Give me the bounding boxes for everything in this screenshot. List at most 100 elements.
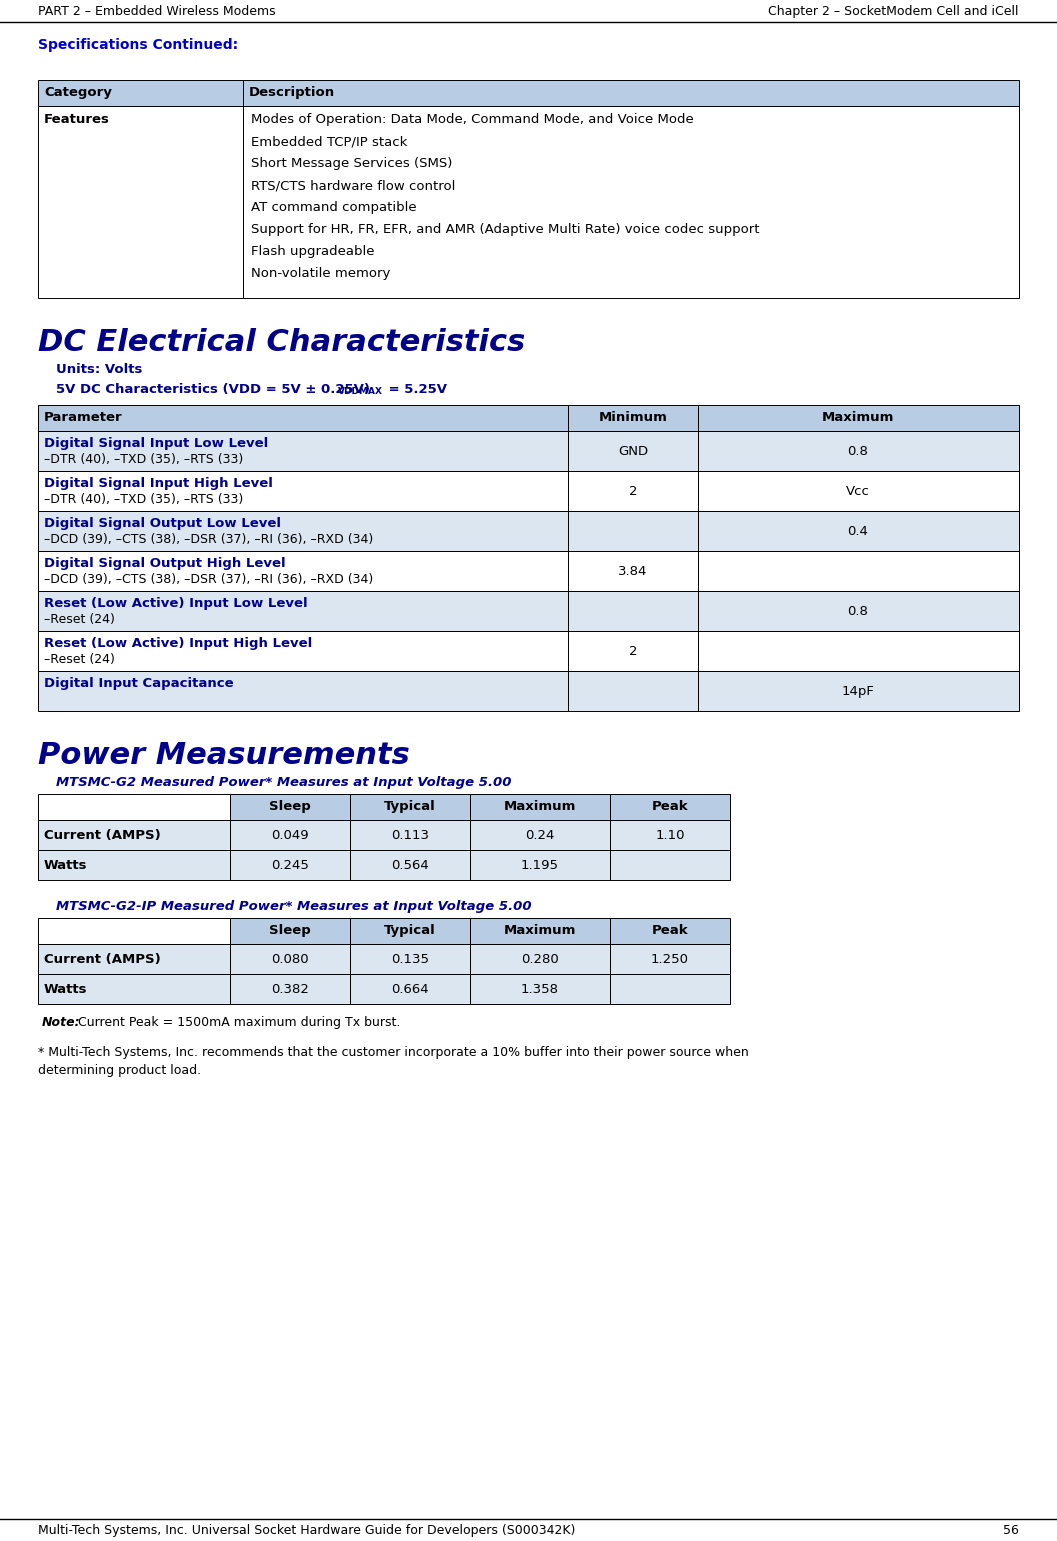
Bar bbox=[568, 592, 698, 630]
Bar bbox=[38, 431, 568, 472]
Text: 1.10: 1.10 bbox=[655, 829, 685, 841]
Text: Minimum: Minimum bbox=[598, 411, 667, 424]
Text: Flash upgradeable: Flash upgradeable bbox=[251, 245, 374, 257]
Text: Digital Signal Output High Level: Digital Signal Output High Level bbox=[44, 556, 285, 570]
Text: 0.049: 0.049 bbox=[272, 829, 309, 841]
Text: VDDMAX: VDDMAX bbox=[338, 387, 383, 396]
Text: 0.8: 0.8 bbox=[848, 604, 869, 618]
Text: Features: Features bbox=[44, 112, 110, 126]
Bar bbox=[243, 80, 1019, 106]
Bar bbox=[610, 820, 730, 851]
Text: 0.135: 0.135 bbox=[391, 952, 429, 966]
Bar bbox=[470, 945, 610, 974]
Text: 0.24: 0.24 bbox=[525, 829, 555, 841]
Text: 1.195: 1.195 bbox=[521, 858, 559, 872]
Text: GND: GND bbox=[618, 444, 648, 458]
Text: 0.564: 0.564 bbox=[391, 858, 429, 872]
Text: Digital Signal Input Low Level: Digital Signal Input Low Level bbox=[44, 438, 268, 450]
Bar bbox=[230, 851, 350, 880]
Bar bbox=[350, 945, 470, 974]
Text: DC Electrical Characteristics: DC Electrical Characteristics bbox=[38, 328, 525, 358]
Bar bbox=[38, 630, 568, 670]
Text: 0.113: 0.113 bbox=[391, 829, 429, 841]
Text: 5V DC Characteristics (VDD = 5V ± 0.25V): 5V DC Characteristics (VDD = 5V ± 0.25V) bbox=[56, 384, 370, 396]
Bar bbox=[38, 974, 230, 1005]
Text: Current (AMPS): Current (AMPS) bbox=[44, 952, 161, 966]
Bar bbox=[568, 431, 698, 472]
Text: 56: 56 bbox=[1003, 1524, 1019, 1536]
Bar bbox=[470, 974, 610, 1005]
Text: Maximum: Maximum bbox=[504, 925, 576, 937]
Text: 1.250: 1.250 bbox=[651, 952, 689, 966]
Text: Units: Volts: Units: Volts bbox=[56, 364, 143, 376]
Text: Parameter: Parameter bbox=[44, 411, 123, 424]
Text: Current Peak = 1500mA maximum during Tx burst.: Current Peak = 1500mA maximum during Tx … bbox=[74, 1016, 401, 1029]
Bar bbox=[230, 945, 350, 974]
Text: –DTR (40), –TXD (35), –RTS (33): –DTR (40), –TXD (35), –RTS (33) bbox=[44, 493, 243, 505]
Bar bbox=[470, 851, 610, 880]
Text: Watts: Watts bbox=[44, 983, 88, 995]
Text: 0.080: 0.080 bbox=[272, 952, 309, 966]
Bar bbox=[350, 794, 470, 820]
Bar bbox=[568, 472, 698, 512]
Text: 0.280: 0.280 bbox=[521, 952, 559, 966]
Bar bbox=[350, 851, 470, 880]
Text: Peak: Peak bbox=[652, 925, 688, 937]
Bar bbox=[568, 552, 698, 592]
Bar bbox=[38, 552, 568, 592]
Bar bbox=[698, 630, 1019, 670]
Bar bbox=[610, 794, 730, 820]
Bar bbox=[230, 974, 350, 1005]
Text: Multi-Tech Systems, Inc. Universal Socket Hardware Guide for Developers (S000342: Multi-Tech Systems, Inc. Universal Socke… bbox=[38, 1524, 575, 1536]
Bar bbox=[698, 405, 1019, 431]
Bar bbox=[38, 851, 230, 880]
Text: Digital Signal Output Low Level: Digital Signal Output Low Level bbox=[44, 516, 281, 530]
Text: PART 2 – Embedded Wireless Modems: PART 2 – Embedded Wireless Modems bbox=[38, 5, 276, 18]
Text: 2: 2 bbox=[629, 644, 637, 658]
Bar bbox=[698, 431, 1019, 472]
Text: Reset (Low Active) Input Low Level: Reset (Low Active) Input Low Level bbox=[44, 596, 308, 610]
Text: * Multi-Tech Systems, Inc. recommends that the customer incorporate a 10% buffer: * Multi-Tech Systems, Inc. recommends th… bbox=[38, 1046, 748, 1059]
Text: Sleep: Sleep bbox=[270, 800, 311, 814]
Bar bbox=[230, 794, 350, 820]
Text: Maximum: Maximum bbox=[821, 411, 894, 424]
Bar bbox=[568, 512, 698, 552]
Text: 14pF: 14pF bbox=[841, 684, 874, 698]
Bar bbox=[38, 820, 230, 851]
Bar bbox=[38, 512, 568, 552]
Bar bbox=[698, 670, 1019, 710]
Text: 0.664: 0.664 bbox=[391, 983, 429, 995]
Text: Typical: Typical bbox=[384, 800, 435, 814]
Bar bbox=[38, 80, 243, 106]
Bar bbox=[568, 670, 698, 710]
Text: Peak: Peak bbox=[652, 800, 688, 814]
Text: Chapter 2 – SocketModem Cell and iCell: Chapter 2 – SocketModem Cell and iCell bbox=[768, 5, 1019, 18]
Bar bbox=[230, 918, 350, 945]
Bar bbox=[610, 851, 730, 880]
Text: determining product load.: determining product load. bbox=[38, 1063, 201, 1077]
Text: MTSMC-G2-IP Measured Power* Measures at Input Voltage 5.00: MTSMC-G2-IP Measured Power* Measures at … bbox=[56, 900, 532, 912]
Bar bbox=[38, 405, 568, 431]
Bar bbox=[243, 106, 1019, 297]
Text: 0.8: 0.8 bbox=[848, 444, 869, 458]
Text: –DCD (39), –CTS (38), –DSR (37), –RI (36), –RXD (34): –DCD (39), –CTS (38), –DSR (37), –RI (36… bbox=[44, 533, 373, 546]
Bar bbox=[698, 592, 1019, 630]
Text: Digital Signal Input High Level: Digital Signal Input High Level bbox=[44, 478, 273, 490]
Text: AT command compatible: AT command compatible bbox=[251, 200, 416, 214]
Bar bbox=[698, 552, 1019, 592]
Text: Sleep: Sleep bbox=[270, 925, 311, 937]
Bar bbox=[470, 820, 610, 851]
Text: Modes of Operation: Data Mode, Command Mode, and Voice Mode: Modes of Operation: Data Mode, Command M… bbox=[251, 112, 693, 126]
Bar bbox=[470, 918, 610, 945]
Bar bbox=[38, 472, 568, 512]
Text: Reset (Low Active) Input High Level: Reset (Low Active) Input High Level bbox=[44, 636, 312, 650]
Text: Maximum: Maximum bbox=[504, 800, 576, 814]
Bar bbox=[38, 592, 568, 630]
Text: Embedded TCP/IP stack: Embedded TCP/IP stack bbox=[251, 136, 407, 148]
Text: –DTR (40), –TXD (35), –RTS (33): –DTR (40), –TXD (35), –RTS (33) bbox=[44, 453, 243, 465]
Text: 0.4: 0.4 bbox=[848, 524, 869, 538]
Text: Short Message Services (SMS): Short Message Services (SMS) bbox=[251, 157, 452, 170]
Text: 2: 2 bbox=[629, 484, 637, 498]
Text: Support for HR, FR, EFR, and AMR (Adaptive Multi Rate) voice codec support: Support for HR, FR, EFR, and AMR (Adapti… bbox=[251, 223, 760, 236]
Text: 3.84: 3.84 bbox=[618, 564, 648, 578]
